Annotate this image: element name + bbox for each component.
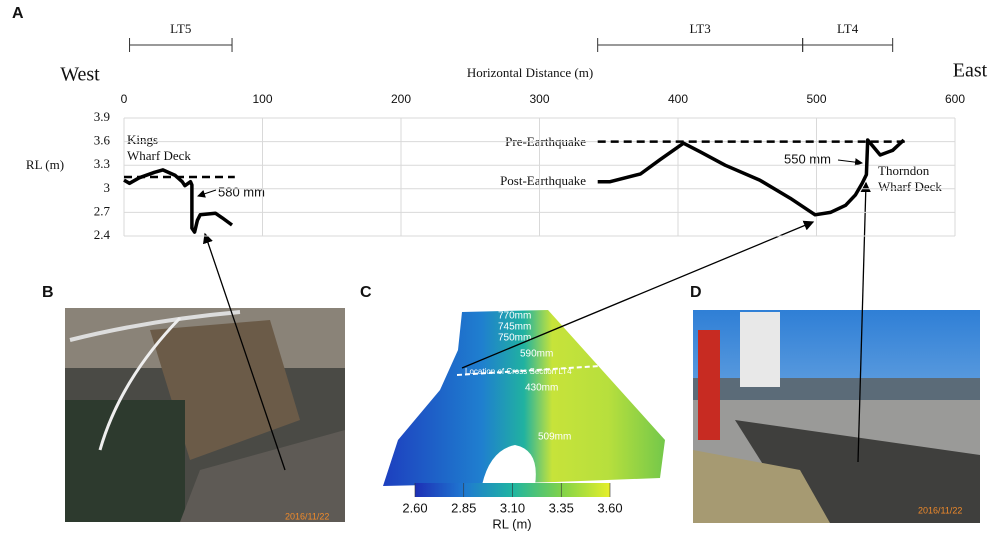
map-label: 509mm <box>538 432 571 443</box>
colorbar-tick-label: 3.10 <box>500 500 525 515</box>
arrow <box>837 158 863 167</box>
x-tick-label: 0 <box>121 92 128 106</box>
map-label: 590mm <box>520 349 553 360</box>
colorbar-tick-label: 3.60 <box>597 500 622 515</box>
colorbar-tick-label: 2.60 <box>402 500 427 515</box>
map-label: 745mm <box>498 322 531 333</box>
x-tick-label: 600 <box>945 92 965 106</box>
map-label: 770mm <box>498 311 531 322</box>
annotation: 550 mm <box>784 151 831 166</box>
map-label: 430mm <box>525 383 558 394</box>
y-tick-label: 2.4 <box>94 227 111 242</box>
annotation: Wharf Deck <box>127 148 191 163</box>
panel-label: C <box>360 284 372 301</box>
segment-label: LT5 <box>170 21 191 36</box>
x-tick-label: 400 <box>668 92 688 106</box>
photo-stamp: 2016/11/22 <box>285 511 329 521</box>
photo-d: 2016/11/22 <box>693 310 980 523</box>
west-label: West <box>60 64 100 86</box>
annotation: Kings <box>127 132 158 147</box>
series-line <box>123 138 905 234</box>
colorbar-tick-label: 3.35 <box>549 500 574 515</box>
y-tick-label: 3.3 <box>94 156 110 171</box>
y-tick-label: 2.7 <box>94 203 111 218</box>
arrow <box>197 189 217 198</box>
colorbar-title: RL (m) <box>492 516 531 531</box>
east-label: East <box>953 60 988 82</box>
annotation: 580 mm <box>218 184 265 199</box>
y-tick-label: 3 <box>104 180 111 195</box>
annotation: Thorndon <box>878 163 930 178</box>
photo-b: 2016/11/22 <box>65 308 345 522</box>
panel-label: D <box>690 284 702 301</box>
colorbar-tick-label: 2.85 <box>451 500 476 515</box>
y-tick-label: 3.6 <box>94 133 111 148</box>
x-tick-label: 300 <box>529 92 549 106</box>
panel-label: B <box>42 284 54 301</box>
photo-stamp: 2016/11/22 <box>918 505 962 515</box>
series-label: Post-Earthquake <box>500 173 586 188</box>
map-label: Location of Cross Section LT4 <box>465 367 572 376</box>
segment-label: LT3 <box>690 21 711 36</box>
annotation: Wharf Deck <box>878 179 942 194</box>
panel-label: A <box>12 5 24 22</box>
x-axis-title: Horizontal Distance (m) <box>467 65 593 80</box>
x-tick-label: 100 <box>252 92 272 106</box>
x-tick-label: 500 <box>806 92 826 106</box>
x-tick-label: 200 <box>391 92 411 106</box>
arrow <box>461 220 815 369</box>
y-tick-label: 3.9 <box>94 109 110 124</box>
arrow <box>857 181 871 463</box>
map-label: 750mm <box>498 333 531 344</box>
arrow <box>202 232 286 471</box>
y-axis-title: RL (m) <box>26 157 64 172</box>
segment-label: LT4 <box>837 21 859 36</box>
